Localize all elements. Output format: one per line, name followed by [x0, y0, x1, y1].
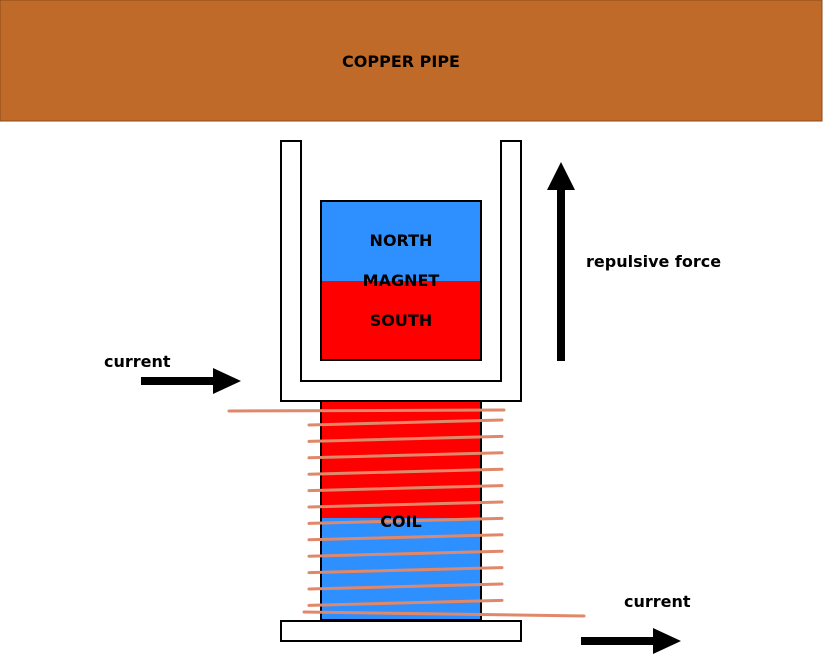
- magnet-north-pole: [321, 201, 481, 281]
- magnet-south-label: SOUTH: [370, 311, 432, 330]
- coil-lead-in-wire: [227, 408, 506, 413]
- coil-winding-turn: [307, 484, 504, 493]
- copper-pipe: [0, 0, 823, 122]
- copper-pipe-label: COPPER PIPE: [342, 52, 460, 71]
- magnet-south-pole: [321, 281, 481, 360]
- coil-winding-turn: [307, 549, 504, 558]
- coil-windings: [227, 408, 586, 618]
- coil-winding-turn: [307, 500, 504, 509]
- coil-winding-turn: [307, 467, 504, 476]
- coil-winding-turn: [307, 451, 504, 460]
- repulsive-force-arrow: [547, 162, 575, 361]
- magnet-label: MAGNET: [363, 271, 440, 290]
- magnet-outline: [320, 200, 482, 361]
- coil-winding-turn: [307, 516, 504, 525]
- magnet: NORTH MAGNET SOUTH: [320, 200, 482, 361]
- coil-label: COIL: [380, 512, 422, 531]
- current-in-arrow: [141, 368, 241, 394]
- current-out-label: current: [624, 592, 691, 611]
- coil-winding-turn: [307, 533, 504, 542]
- coil-lead-out-wire: [302, 610, 586, 618]
- repulsive-force-label: repulsive force: [586, 252, 721, 271]
- coil-winding-turn: [307, 418, 504, 427]
- coil-winding-turn: [307, 582, 504, 591]
- current-out-arrow: [581, 628, 681, 654]
- current-in-label: current: [104, 352, 171, 371]
- coil-winding-turn: [307, 566, 504, 575]
- base-plate: [280, 620, 522, 642]
- coil-winding-turn: [307, 598, 504, 607]
- coil-winding-turn: [307, 434, 504, 443]
- coil-core-top: [321, 401, 481, 518]
- magnet-north-label: NORTH: [370, 231, 433, 250]
